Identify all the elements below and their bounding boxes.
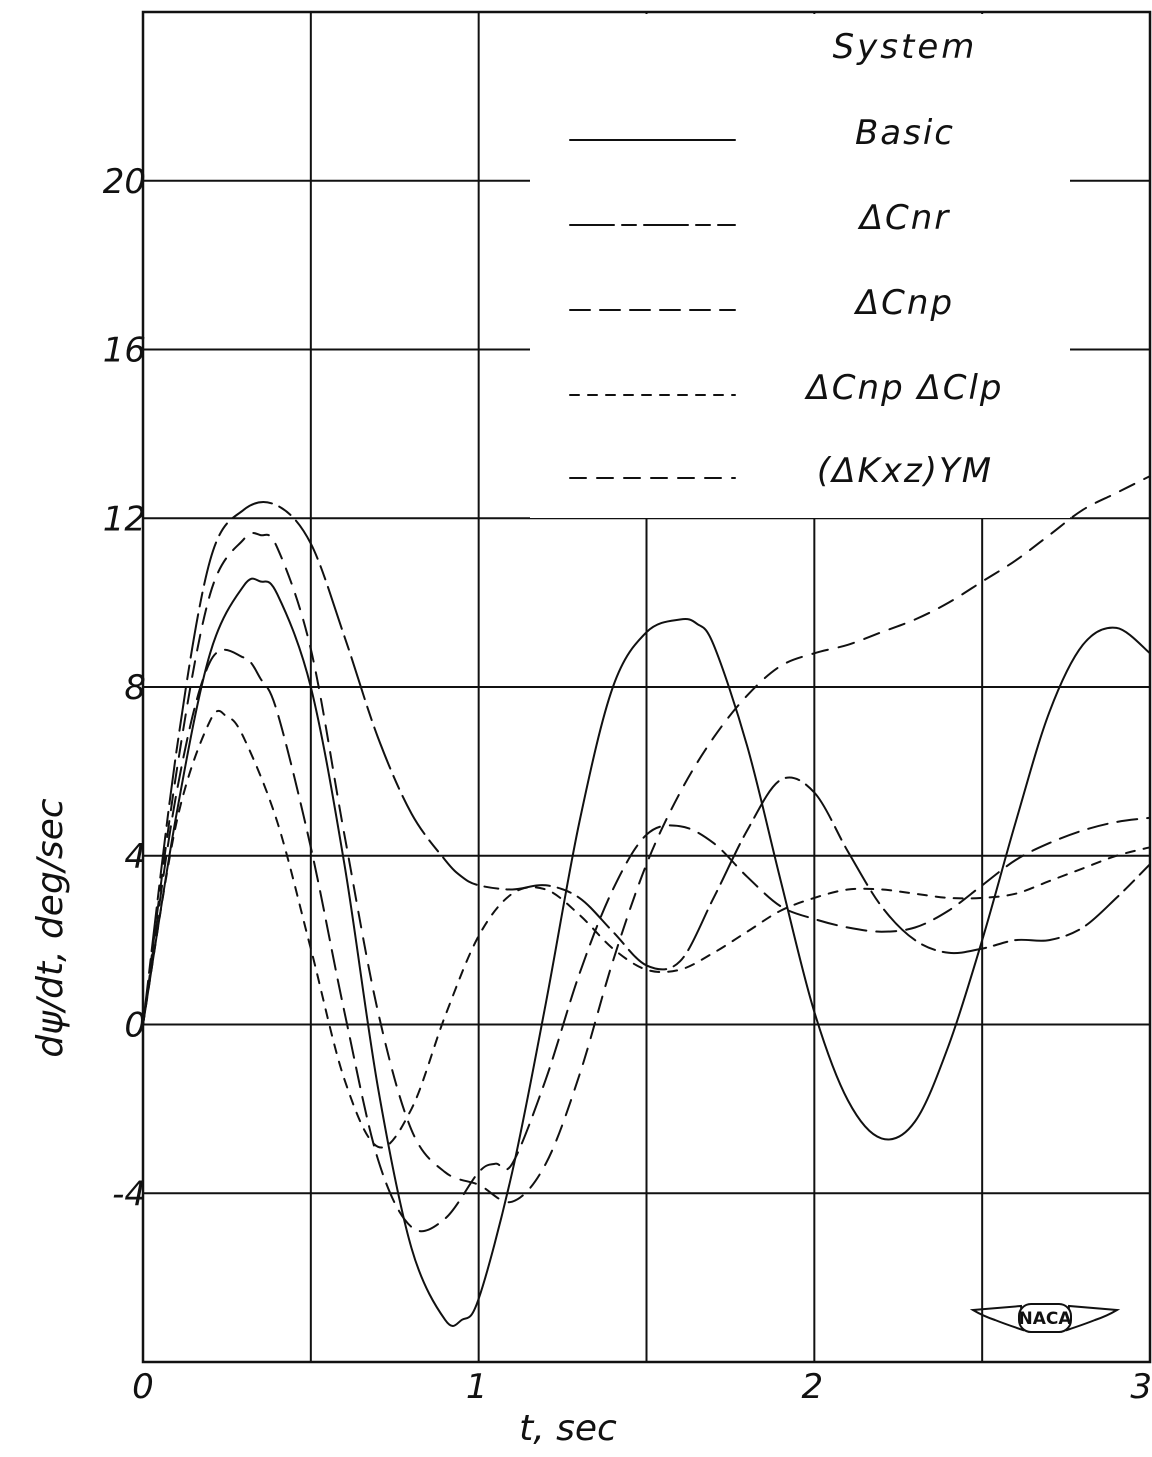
- legend-label-cnr: ΔCnr: [857, 198, 951, 238]
- y-tick-label: 0: [124, 1006, 146, 1046]
- naca-logo-shield: [1018, 1303, 1072, 1333]
- legend-label-cnp-clp: ΔCnp ΔClp: [804, 368, 1004, 408]
- y-tick-label: 8: [124, 668, 146, 708]
- legend-backdrop: [530, 14, 1070, 518]
- naca-logo: NACA: [969, 1303, 1121, 1333]
- legend-label-basic: Basic: [855, 113, 955, 153]
- y-tick-labels: -4 0 4 8 12 16 20: [103, 162, 146, 1215]
- naca-logo-wing-right: [1065, 1304, 1121, 1332]
- y-axis-label: dψ/dt, deg/sec: [30, 798, 71, 1057]
- series-line-basic: [142, 577, 1151, 1327]
- naca-logo-wing-left: [969, 1304, 1025, 1332]
- series-line-kxz-ym: [142, 475, 1151, 1204]
- series-line-cnr: [142, 501, 1151, 1026]
- plot-frame: [141, 10, 1152, 1364]
- x-tick-label: 3: [1130, 1367, 1152, 1407]
- legend: System Basic ΔCnr ΔCnp ΔCnp ΔClp (ΔKxz)YM: [569, 27, 1004, 491]
- y-tick-label: 20: [103, 162, 146, 202]
- x-tick-labels: 0 1 2 3: [132, 1367, 1152, 1407]
- y-tick-label: -4: [112, 1174, 146, 1214]
- series-line-cnp-clp: [142, 709, 1151, 1149]
- plot-curves: [142, 475, 1151, 1327]
- legend-label-cnp: ΔCnp: [853, 283, 954, 323]
- y-tick-label: 4: [124, 837, 146, 877]
- x-tick-label: 0: [132, 1367, 154, 1407]
- naca-logo-text: NACA: [1018, 1309, 1072, 1329]
- series-line-cnp: [142, 648, 1151, 1233]
- x-axis-label: t, sec: [519, 1408, 617, 1449]
- y-tick-label: 12: [103, 499, 146, 539]
- x-tick-label: 2: [802, 1367, 824, 1407]
- y-tick-label: 16: [103, 331, 146, 371]
- x-tick-label: 1: [466, 1367, 488, 1407]
- legend-title: System: [833, 27, 978, 67]
- legend-label-kxz-ym: (ΔKxz)YM: [817, 451, 993, 491]
